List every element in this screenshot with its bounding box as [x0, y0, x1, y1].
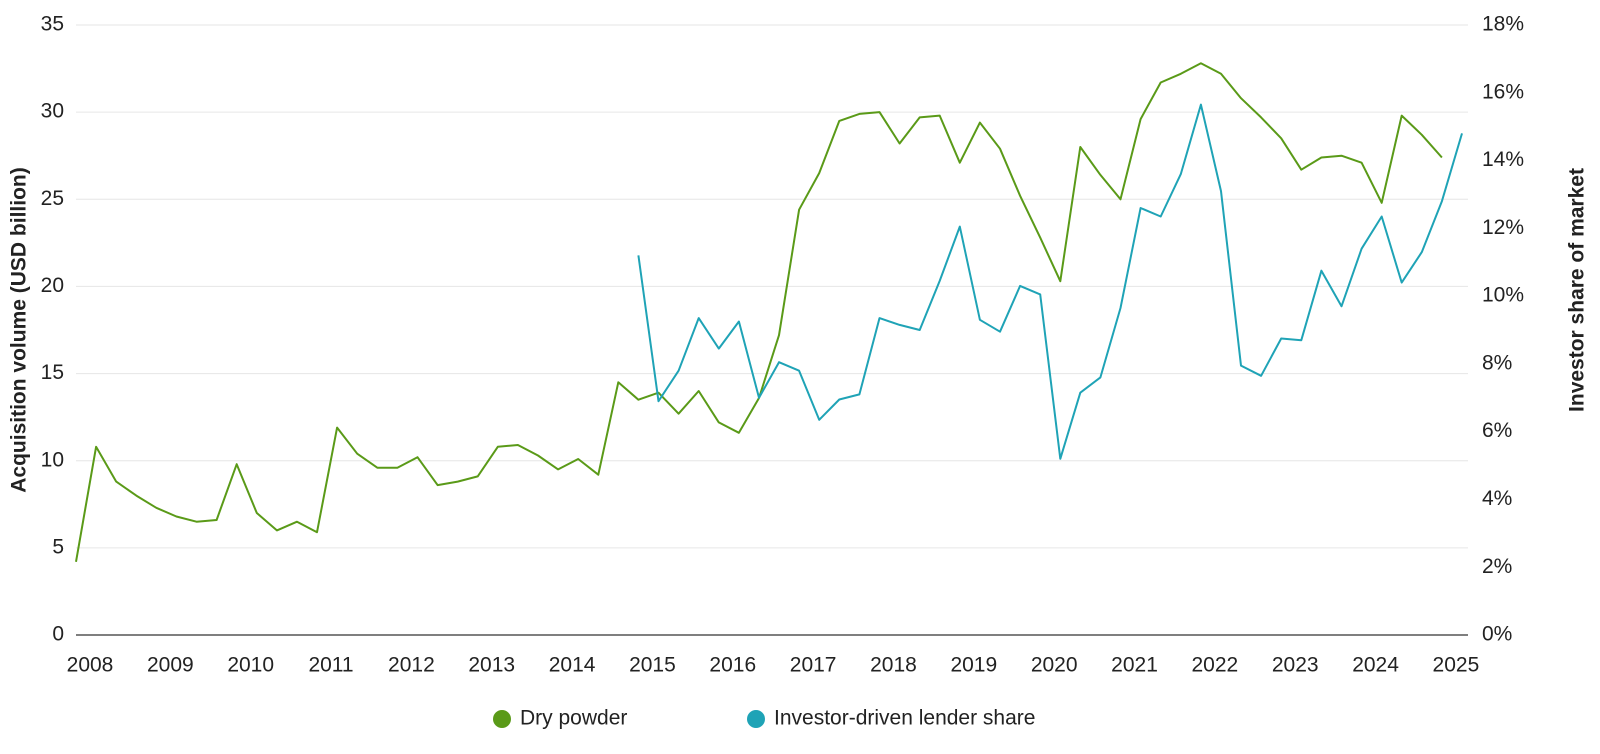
y2-tick-label: 16%: [1482, 80, 1524, 103]
y-axis-title: Acquisition volume (USD billion): [8, 167, 31, 493]
legend-label: Dry powder: [520, 707, 627, 730]
y2-tick-label: 12%: [1482, 216, 1524, 239]
y-tick-label: 25: [41, 187, 64, 210]
y-tick-label: 10: [41, 448, 64, 471]
legend-swatch: [747, 710, 765, 728]
x-tick-label: 2018: [870, 654, 917, 677]
x-tick-label: 2012: [388, 654, 435, 677]
x-tick-label: 2025: [1433, 654, 1480, 677]
y2-tick-label: 2%: [1482, 555, 1512, 578]
x-tick-label: 2014: [549, 654, 596, 677]
y-tick-label: 20: [41, 274, 64, 297]
y-tick-label: 35: [41, 13, 64, 36]
x-tick-label: 2013: [468, 654, 515, 677]
x-tick-label: 2019: [950, 654, 997, 677]
x-tick-label: 2020: [1031, 654, 1078, 677]
x-tick-label: 2021: [1111, 654, 1158, 677]
y2-tick-label: 10%: [1482, 284, 1524, 307]
y2-tick-label: 4%: [1482, 487, 1512, 510]
x-tick-label: 2015: [629, 654, 676, 677]
y-tick-label: 5: [52, 535, 64, 558]
y2-tick-label: 0%: [1482, 623, 1512, 646]
x-tick-label: 2016: [709, 654, 756, 677]
x-tick-label: 2009: [147, 654, 194, 677]
x-tick-label: 2024: [1352, 654, 1399, 677]
y-tick-label: 0: [52, 623, 64, 646]
y2-axis-title: Investor share of market: [1566, 168, 1589, 412]
legend-label: Investor-driven lender share: [774, 707, 1035, 730]
series-line: [637, 103, 1463, 460]
x-tick-label: 2011: [308, 654, 353, 677]
y2-tick-label: 18%: [1482, 13, 1524, 36]
y-tick-label: 30: [41, 100, 64, 123]
x-tick-label: 2008: [67, 654, 114, 677]
y2-tick-label: 8%: [1482, 351, 1512, 374]
y2-tick-label: 6%: [1482, 419, 1512, 442]
y2-tick-label: 14%: [1482, 148, 1524, 171]
x-tick-label: 2010: [227, 654, 274, 677]
x-tick-label: 2023: [1272, 654, 1319, 677]
series-line: [75, 62, 1443, 562]
y-tick-label: 15: [41, 361, 64, 384]
x-tick-label: 2017: [790, 654, 837, 677]
legend-swatch: [493, 710, 511, 728]
x-tick-label: 2022: [1192, 654, 1239, 677]
